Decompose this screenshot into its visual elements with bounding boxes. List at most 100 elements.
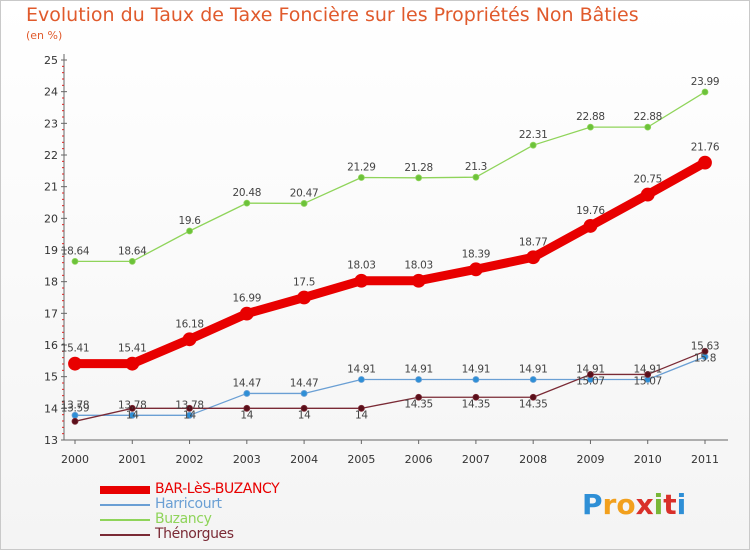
data-label: 14 [355,409,368,421]
legend-label: Harricourt [155,496,222,512]
series-point-3 [186,404,193,412]
y-tick-label: 25 [44,54,58,67]
logo-letter: t [663,488,677,521]
data-label: 14.91 [404,364,433,376]
x-tick-label: 2009 [576,453,604,466]
series-line-0 [75,158,708,369]
y-tick-label: 14 [44,402,58,415]
data-label: 22.88 [576,111,605,123]
data-label: 14.91 [633,364,662,376]
data-label: 14 [126,409,139,421]
data-label: 19.76 [576,205,605,217]
series-point-2 [300,200,308,207]
data-label: 21.76 [691,142,720,154]
data-label: 15.8 [694,352,716,364]
data-label: 17.5 [293,277,315,289]
series-point-3 [587,371,594,378]
series-point-0 [125,356,140,371]
proxiti-logo: Proxiti [582,488,686,521]
series-point-2 [71,257,79,265]
legend-swatch [100,519,150,521]
series-point-3 [243,404,251,412]
series-point-1 [128,411,136,419]
series-point-1 [357,376,365,383]
series-point-3 [71,417,79,425]
data-label: 18.03 [404,260,433,272]
data-label: 13.78 [175,399,204,411]
data-label: 14.47 [290,377,319,389]
y-tick-label: 16 [44,339,58,352]
y-tick-label: 24 [44,86,58,99]
x-tick-label: 2004 [290,453,318,466]
y-tick-label: 22 [44,149,58,162]
x-tick-label: 2008 [519,453,547,466]
data-label: 14.47 [233,377,262,389]
series-point-3 [300,404,308,412]
data-label: 14 [183,409,196,421]
data-label: 14.91 [462,364,491,376]
logo-letter: i [653,488,664,521]
series-point-0 [239,306,254,321]
y-tick-label: 17 [44,307,58,320]
series-point-2 [701,88,709,96]
series-point-0 [68,356,82,371]
data-label: 15.41 [61,343,90,355]
series-point-3 [701,347,709,355]
x-tick-label: 2005 [347,453,375,466]
data-label: 14.35 [462,398,491,410]
series-line-2 [75,91,706,263]
data-label: 18.77 [519,236,548,248]
logo-letter: P [582,488,603,521]
legend-swatch [100,534,150,536]
series-point-1 [472,376,480,383]
data-label: 14.91 [576,364,605,376]
series-point-2 [357,174,365,181]
data-label: 23.99 [691,76,720,88]
series-point-2 [243,199,251,207]
series-point-2 [128,257,136,265]
series-point-3 [415,393,423,401]
series-point-0 [469,262,483,277]
series-point-1 [243,390,251,397]
data-label: 18.03 [347,260,376,272]
series-point-3 [128,404,136,412]
series-point-1 [300,390,308,397]
data-label: 13.78 [118,399,147,411]
data-label: 14.91 [519,364,548,376]
x-tick-label: 2011 [691,453,719,466]
x-tick-label: 2003 [233,453,261,466]
data-label: 20.75 [633,174,662,186]
series-point-1 [186,411,193,419]
data-label: 19.6 [178,215,201,227]
y-tick-label: 21 [44,181,58,194]
logo-letter: i [676,488,687,521]
chart-subtitle: (en %) [26,29,63,42]
logo-letter: x [635,488,654,521]
data-label: 15.07 [633,375,662,387]
x-tick-label: 2001 [118,453,146,466]
series-point-1 [529,376,537,383]
data-label: 18.39 [462,248,491,260]
data-label: 22.88 [633,111,662,123]
series-point-3 [529,393,537,401]
series-line-1 [75,356,706,416]
legend-label: Thénorgues [155,526,234,542]
legend-swatch [100,504,150,506]
series-point-0 [583,219,598,233]
y-tick-label: 13 [44,434,58,447]
data-label: 13.59 [61,402,90,414]
series-point-0 [182,332,197,347]
data-label: 20.48 [233,187,262,199]
data-label: 16.18 [175,318,204,330]
data-label: 15.63 [691,341,720,353]
legend-swatch [100,486,150,494]
legend-label: Buzancy [155,511,212,527]
y-tick-label: 19 [44,244,58,257]
series-point-2 [186,227,193,235]
logo-letter: o [616,488,636,521]
y-tick-label: 23 [44,117,58,130]
data-label: 18.64 [61,245,90,257]
logo-letter: r [602,488,617,521]
series-point-2 [472,173,480,181]
